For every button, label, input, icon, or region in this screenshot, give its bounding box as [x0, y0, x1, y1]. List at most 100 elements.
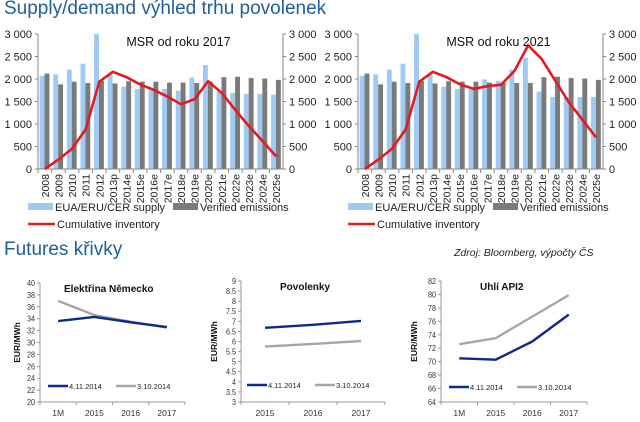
legend-emissions-label: Verified emissions — [200, 202, 289, 214]
y-tick-label: 1 000 — [4, 119, 32, 131]
y-tick-label: 1 000 — [324, 119, 352, 131]
y-tick-label: 3 000 — [4, 29, 32, 41]
legend-supply-label: EUA/ERU/CER supply — [375, 202, 486, 214]
x-tick-label: 2015 — [256, 408, 275, 418]
x-tick-label: 2011 — [81, 174, 93, 197]
y-tick-label: 26 — [27, 362, 36, 372]
y-tick-label: 66 — [428, 384, 437, 394]
y2-tick-label: 2 500 — [289, 52, 317, 64]
y-tick-label: 82 — [428, 276, 436, 286]
legend-label-3-10-2014: 3.10.2014 — [137, 382, 170, 391]
x-tick-label: 2021e — [217, 174, 229, 203]
legend-label-3-10-2014: 3.10.2014 — [336, 381, 369, 390]
emissions-bar — [555, 76, 560, 169]
x-tick-label: 2023e — [244, 174, 256, 203]
emissions-bar — [235, 76, 240, 169]
y-tick-label: 80 — [428, 290, 437, 300]
x-tick-label: 2020e — [523, 174, 535, 203]
y-tick-label: 0 — [346, 164, 352, 176]
supply-bar — [162, 88, 168, 169]
emissions-bar — [275, 79, 281, 169]
y-tick-label: 72 — [428, 344, 436, 354]
emissions-bar — [207, 81, 213, 169]
y2-tick-label: 1 000 — [609, 119, 637, 131]
x-tick-label: 2015 — [85, 408, 104, 418]
emissions-bar — [473, 81, 479, 169]
x-tick-label: 2019e — [190, 174, 202, 203]
legend-label-4-11-2014: 4.11.2014 — [470, 383, 503, 392]
x-tick-label: 2025e — [271, 174, 283, 203]
y-tick-label: 64 — [428, 397, 437, 407]
legend-emissions-swatch — [493, 203, 518, 210]
emissions-bar — [167, 82, 172, 169]
legend-inventory-label: Cumulative inventory — [377, 219, 480, 231]
y-axis-label: EUR/MWh — [409, 321, 419, 362]
supply-bar — [230, 92, 236, 169]
emissions-bar — [153, 81, 159, 169]
x-tick-label: 2025e — [591, 174, 603, 203]
legend-inventory-label: Cumulative inventory — [57, 219, 160, 231]
supply-bar — [39, 75, 45, 169]
y-tick-label: 7 — [232, 317, 236, 327]
y-tick-label: 3 000 — [324, 29, 352, 41]
y-tick-label: 22 — [27, 386, 35, 396]
y-tick-label: 68 — [428, 371, 437, 381]
legend-label-3-10-2014: 3.10.2014 — [538, 383, 571, 392]
y2-tick-label: 0 — [289, 164, 295, 176]
y-tick-label: 78 — [428, 303, 437, 313]
supply-bar — [427, 74, 433, 169]
x-tick-label: 2013p — [428, 174, 440, 203]
supply-bar — [257, 93, 263, 169]
x-tick-label: 2013p — [108, 174, 120, 203]
supply-bar — [522, 57, 528, 169]
y-tick-label: 34 — [27, 314, 36, 324]
x-tick-label: 2019e — [510, 174, 522, 203]
y-tick-label: 3 — [232, 397, 237, 407]
supply-bar — [66, 69, 72, 169]
supply-bar — [536, 91, 542, 169]
y2-tick-label: 3 000 — [609, 29, 637, 41]
x-tick-label: 2012 — [414, 174, 426, 198]
x-tick-label: 2024e — [258, 174, 270, 203]
y-tick-label: 2 500 — [4, 52, 32, 64]
y-tick-label: 2 000 — [4, 74, 32, 86]
x-tick-label: 2018e — [176, 174, 188, 203]
legend-supply-swatch — [28, 203, 53, 210]
series-line-4-11-2014 — [57, 315, 168, 329]
legend-supply-label: EUA/ERU/CER supply — [55, 202, 166, 214]
y-tick-label: 70 — [428, 357, 437, 367]
y-tick-label: 24 — [27, 374, 36, 384]
emissions-bar — [487, 82, 492, 169]
x-tick-label: 2016 — [304, 408, 323, 418]
supply-bar — [441, 86, 447, 169]
x-tick-label: 2014e — [121, 174, 133, 203]
y-tick-label: 2 000 — [324, 74, 352, 86]
emissions-bar — [248, 78, 254, 169]
supply-bar — [121, 86, 127, 169]
x-tick-label: 2009 — [373, 174, 385, 198]
emissions-bar — [446, 81, 452, 169]
y-tick-label: 8 — [232, 297, 237, 307]
emissions-bar — [541, 77, 547, 169]
x-tick-label: 2017e — [482, 174, 494, 203]
emissions-bar — [391, 81, 397, 169]
y2-tick-label: 500 — [609, 142, 627, 154]
x-tick-label: 2010 — [67, 174, 79, 198]
source-note: Zdroj: Bloomberg, výpočty ČS — [454, 247, 594, 259]
inventory-line — [44, 70, 278, 171]
emissions-bar — [180, 82, 186, 169]
supply-bar — [53, 74, 59, 169]
emissions-bar — [139, 81, 145, 169]
section-title-futures: Futures křivky — [4, 239, 123, 260]
y2-tick-label: 2 000 — [609, 74, 637, 86]
y-tick-label: 20 — [27, 397, 36, 407]
emissions-bar — [432, 83, 438, 169]
x-tick-label: 2010 — [387, 174, 399, 198]
y-tick-label: 40 — [27, 278, 36, 288]
series-line-3-10-2014 — [57, 299, 168, 329]
legend-emissions-swatch — [173, 203, 198, 210]
y-tick-label: 5.5 — [226, 347, 237, 357]
legend-label-4-11-2014: 4.11.2014 — [268, 381, 301, 390]
x-tick-label: 1M — [453, 408, 465, 418]
x-tick-label: 1M — [52, 408, 64, 418]
